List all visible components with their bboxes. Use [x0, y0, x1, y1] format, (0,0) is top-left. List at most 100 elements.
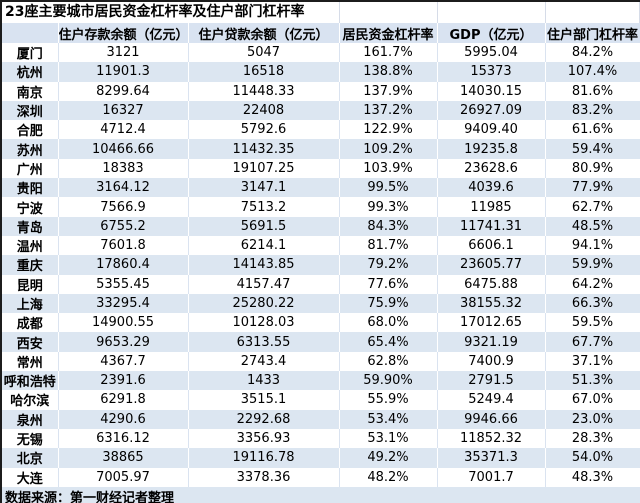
table-row: 无锡 6316.12 3356.93 53.1% 11852.32 28.3% — [2, 428, 640, 449]
loan-cell: 5691.5 — [188, 216, 340, 236]
city-cell: 西安 — [2, 332, 59, 352]
deposit-cell: 7566.9 — [58, 197, 189, 217]
deposit-cell: 10466.66 — [58, 139, 189, 159]
column-header-deposit: 住户存款余额（亿元） — [58, 23, 189, 43]
table-row: 呼和浩特 2391.6 1433 59.90% 2791.5 51.3% — [2, 371, 640, 391]
loan-cell: 6313.55 — [188, 332, 340, 352]
gdp-cell: 17012.65 — [437, 313, 546, 333]
column-header-fund_leverage: 居民资金杠杆率 — [339, 23, 438, 43]
household-leverage-cell: 80.9% — [545, 158, 640, 179]
city-cell: 上海 — [2, 293, 59, 314]
city-cell: 无锡 — [2, 428, 59, 449]
city-cell: 常州 — [2, 351, 59, 372]
household-leverage-cell: 67.7% — [545, 332, 640, 352]
loan-cell: 11432.35 — [188, 139, 340, 159]
deposit-cell: 7601.8 — [58, 235, 189, 256]
table-row: 北京 38865 19116.78 49.2% 35371.3 54.0% — [2, 448, 640, 468]
table-row: 温州 7601.8 6214.1 81.7% 6606.1 94.1% — [2, 235, 640, 256]
table-row: 西安 9653.29 6313.55 65.4% 9321.19 67.7% — [2, 332, 640, 352]
city-cell: 大连 — [2, 467, 59, 487]
household-leverage-cell: 66.3% — [545, 293, 640, 314]
gdp-cell: 2791.5 — [437, 371, 546, 391]
gdp-cell: 15373 — [437, 62, 546, 82]
household-leverage-cell: 62.7% — [545, 197, 640, 217]
deposit-cell: 8299.64 — [58, 81, 189, 101]
data-table: 住户存款余额（亿元） 住户贷款余额（亿元） 居民资金杠杆率 GDP（亿元） 住户部门杠杆… — [2, 23, 640, 487]
gdp-cell: 5995.04 — [437, 43, 546, 63]
table-row: 厦门 3121 5047 161.7% 5995.04 84.2% — [2, 43, 640, 63]
fund-leverage-cell: 55.9% — [339, 390, 438, 410]
gdp-cell: 9321.19 — [437, 332, 546, 352]
table-row: 哈尔滨 6291.8 3515.1 55.9% 5249.4 67.0% — [2, 390, 640, 410]
deposit-cell: 5355.45 — [58, 274, 189, 294]
loan-cell: 19116.78 — [188, 448, 340, 468]
title-row: 23座主要城市居民资金杠杆率及住户部门杠杆率 — [2, 2, 640, 23]
city-cell: 成都 — [2, 313, 59, 333]
deposit-cell: 18383 — [58, 158, 189, 179]
loan-cell: 14143.85 — [188, 255, 340, 275]
household-leverage-cell: 77.9% — [545, 178, 640, 198]
source-row: 数据来源：第一财经记者整理 — [2, 486, 640, 503]
loan-cell: 2292.68 — [188, 409, 340, 429]
fund-leverage-cell: 77.6% — [339, 274, 438, 294]
table-row: 广州 18383 19107.25 103.9% 23628.6 80.9% — [2, 158, 640, 179]
fund-leverage-cell: 68.0% — [339, 313, 438, 333]
deposit-cell: 4290.6 — [58, 409, 189, 429]
gdp-cell: 35371.3 — [437, 448, 546, 468]
fund-leverage-cell: 161.7% — [339, 43, 438, 63]
fund-leverage-cell: 122.9% — [339, 120, 438, 140]
loan-cell: 3147.1 — [188, 178, 340, 198]
city-cell: 温州 — [2, 235, 59, 256]
fund-leverage-cell: 59.90% — [339, 371, 438, 391]
column-header-loan: 住户贷款余额（亿元） — [188, 23, 340, 43]
household-leverage-cell: 23.0% — [545, 409, 640, 429]
household-leverage-cell: 83.2% — [545, 100, 640, 121]
table-row: 深圳 16327 22408 137.2% 26927.09 83.2% — [2, 100, 640, 121]
gdp-cell: 26927.09 — [437, 100, 546, 121]
household-leverage-cell: 59.5% — [545, 313, 640, 333]
table-row: 泉州 4290.6 2292.68 53.4% 9946.66 23.0% — [2, 409, 640, 429]
gdp-cell: 19235.8 — [437, 139, 546, 159]
household-leverage-cell: 28.3% — [545, 428, 640, 449]
corner-cell — [2, 23, 59, 43]
loan-cell: 3515.1 — [188, 390, 340, 410]
fund-leverage-cell: 84.3% — [339, 216, 438, 236]
table-row: 南京 8299.64 11448.33 137.9% 14030.15 81.6% — [2, 81, 640, 101]
city-cell: 昆明 — [2, 274, 59, 294]
loan-cell: 3356.93 — [188, 428, 340, 449]
deposit-cell: 7005.97 — [58, 467, 189, 487]
deposit-cell: 4367.7 — [58, 351, 189, 372]
household-leverage-cell: 67.0% — [545, 390, 640, 410]
table-row: 青岛 6755.2 5691.5 84.3% 11741.31 48.5% — [2, 216, 640, 236]
deposit-cell: 3164.12 — [58, 178, 189, 198]
gdp-cell: 4039.6 — [437, 178, 546, 198]
gdp-cell: 38155.32 — [437, 293, 546, 314]
gdp-cell: 5249.4 — [437, 390, 546, 410]
deposit-cell: 6291.8 — [58, 390, 189, 410]
table-row: 苏州 10466.66 11432.35 109.2% 19235.8 59.4% — [2, 139, 640, 159]
title-gridline — [339, 2, 340, 23]
table-row: 成都 14900.55 10128.03 68.0% 17012.65 59.5% — [2, 313, 640, 333]
column-header-gdp: GDP（亿元） — [437, 23, 546, 43]
table-row: 大连 7005.97 3378.36 48.2% 7001.7 48.3% — [2, 467, 640, 487]
city-cell: 哈尔滨 — [2, 390, 59, 410]
table-row: 贵阳 3164.12 3147.1 99.5% 4039.6 77.9% — [2, 178, 640, 198]
city-cell: 泉州 — [2, 409, 59, 429]
city-cell: 青岛 — [2, 216, 59, 236]
city-cell: 重庆 — [2, 255, 59, 275]
fund-leverage-cell: 137.9% — [339, 81, 438, 101]
deposit-cell: 9653.29 — [58, 332, 189, 352]
table-row: 宁波 7566.9 7513.2 99.3% 11985 62.7% — [2, 197, 640, 217]
household-leverage-cell: 84.2% — [545, 43, 640, 63]
household-leverage-cell: 37.1% — [545, 351, 640, 372]
table-row: 杭州 11901.3 16518 138.8% 15373 107.4% — [2, 62, 640, 82]
gdp-cell: 23628.6 — [437, 158, 546, 179]
loan-cell: 22408 — [188, 100, 340, 121]
gdp-cell: 11852.32 — [437, 428, 546, 449]
city-cell: 宁波 — [2, 197, 59, 217]
household-leverage-cell: 59.9% — [545, 255, 640, 275]
table-row: 合肥 4712.4 5792.6 122.9% 9409.40 61.6% — [2, 120, 640, 140]
fund-leverage-cell: 109.2% — [339, 139, 438, 159]
gdp-cell: 23605.77 — [437, 255, 546, 275]
